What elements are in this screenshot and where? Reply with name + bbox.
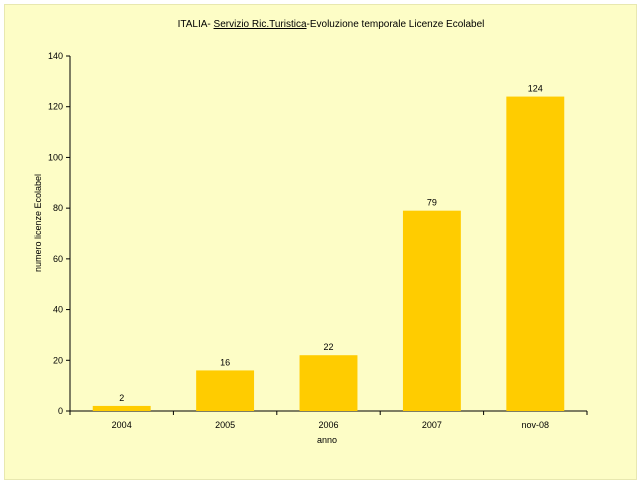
y-tick-label: 120 [48,102,63,112]
y-tick-label: 80 [53,203,63,213]
data-label: 2 [119,393,124,403]
y-tick-label: 40 [53,305,63,315]
data-label: 16 [220,357,230,367]
y-axis-title: numero licenze Ecolabel [33,174,43,272]
x-tick-label: 2005 [215,420,235,430]
data-label: 124 [528,84,543,94]
bar-chart: ITALIA- Servizio Ric.Turistica-Evoluzion… [33,19,588,445]
chart-title: ITALIA- Servizio Ric.Turistica-Evoluzion… [178,19,485,30]
y-tick-label: 100 [48,152,63,162]
x-tick-label: 2004 [112,420,132,430]
x-tick-label: nov-08 [522,420,550,430]
data-label: 22 [323,342,333,352]
bar [92,405,151,411]
data-label: 79 [427,198,437,208]
chart-title-underlined: Servizio Ric.Turistica [214,19,307,30]
bar [506,96,565,412]
bar [299,355,358,411]
y-tick-label: 140 [48,51,63,61]
chart-title-suffix: -Evoluzione temporale Licenze Ecolabel [307,19,485,30]
x-tick-label: 2006 [318,420,338,430]
plot-area: 0 20 40 60 80 100 120 140 2004 2 2005 16 2006 22 2007 7… [48,51,588,430]
x-tick-label: 2007 [422,420,442,430]
y-tick-label: 20 [53,355,63,365]
x-axis-title: anno [317,435,337,445]
chart-area: ITALIA- Servizio Ric.Turistica-Evoluzion… [4,4,637,480]
y-tick-label: 0 [58,406,63,416]
bar [402,210,461,411]
chart-title-prefix: ITALIA- [178,19,214,30]
bar [196,370,255,411]
y-tick-label: 60 [53,254,63,264]
